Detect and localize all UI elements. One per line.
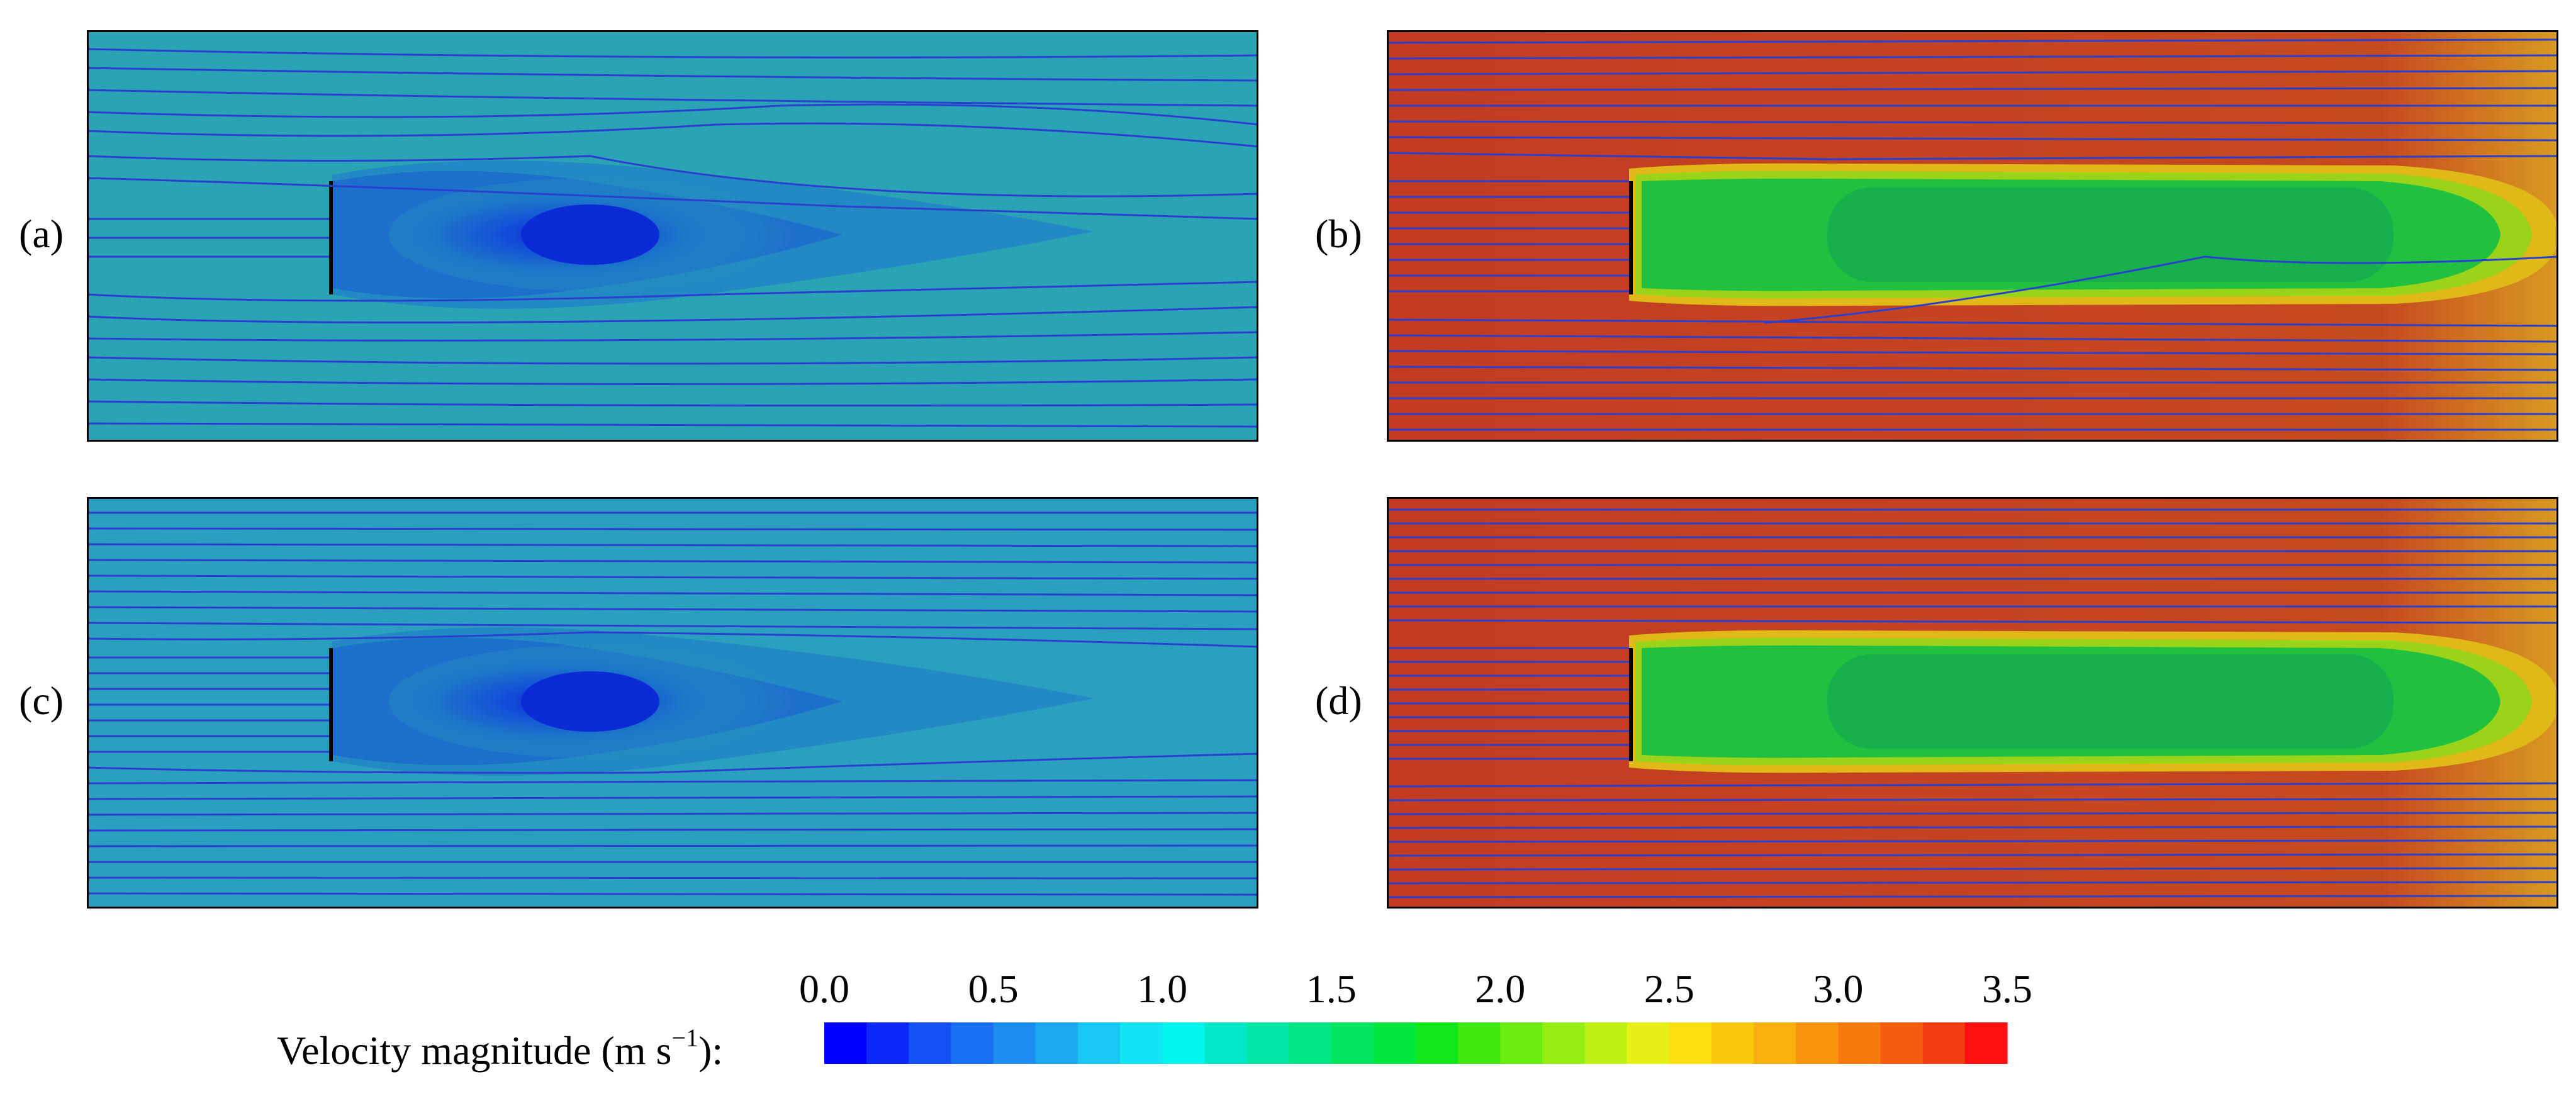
colorbar-swatch bbox=[1077, 1022, 1121, 1064]
colorbar-label: Velocity magnitude (m s−1): bbox=[277, 1024, 724, 1073]
colorbar-swatch bbox=[1964, 1022, 2008, 1064]
contour-panel-b bbox=[1387, 30, 2558, 442]
colorbar-swatch bbox=[866, 1022, 909, 1064]
colorbar-tick-label: 3.0 bbox=[1813, 966, 1864, 1011]
colorbar-swatch bbox=[1922, 1022, 1966, 1064]
contour-panel-a bbox=[87, 30, 1258, 442]
colorbar-swatch bbox=[1880, 1022, 1924, 1064]
colorbar-swatch bbox=[1289, 1022, 1332, 1064]
colorbar-swatch bbox=[993, 1022, 1036, 1064]
colorbar-swatch bbox=[1120, 1022, 1163, 1064]
porous-barrier bbox=[1629, 648, 1633, 761]
colorbar-swatch bbox=[1669, 1022, 1712, 1064]
colorbar-swatch bbox=[1035, 1022, 1078, 1064]
panel-label-c: (c) bbox=[19, 678, 64, 723]
colorbar-swatch bbox=[1162, 1022, 1205, 1064]
panel-label-a: (a) bbox=[19, 211, 64, 256]
colorbar-swatch bbox=[1542, 1022, 1586, 1064]
colorbar-tick-label: 0.0 bbox=[799, 966, 849, 1011]
colorbar-swatch bbox=[1711, 1022, 1754, 1064]
porous-barrier bbox=[329, 648, 333, 761]
colorbar-swatch bbox=[1838, 1022, 1881, 1064]
colorbar-swatch bbox=[951, 1022, 994, 1064]
colorbar-tick-label: 2.0 bbox=[1475, 966, 1526, 1011]
colorbar-swatch bbox=[1204, 1022, 1248, 1064]
panel-label-b: (b) bbox=[1315, 211, 1362, 256]
panel-label-d: (d) bbox=[1315, 678, 1362, 723]
colorbar-swatch bbox=[1416, 1022, 1459, 1064]
streamlines bbox=[1387, 508, 2558, 898]
colorbar-swatch bbox=[1754, 1022, 1796, 1064]
contour-panel-d bbox=[1387, 497, 2558, 909]
streamlines bbox=[87, 48, 1258, 428]
colorbar-tick-label: 3.5 bbox=[1982, 966, 2032, 1011]
colorbar-swatch bbox=[1373, 1022, 1416, 1064]
colorbar-swatch bbox=[824, 1022, 867, 1064]
contour-panel-c bbox=[87, 497, 1258, 909]
streamlines bbox=[87, 512, 1258, 896]
colorbar-swatch bbox=[1458, 1022, 1501, 1064]
colorbar-tick-label: 0.5 bbox=[968, 966, 1019, 1011]
colorbar-swatch bbox=[909, 1022, 952, 1064]
colorbar-tick-label: 1.5 bbox=[1306, 966, 1357, 1011]
porous-barrier bbox=[1629, 181, 1633, 294]
colorbar-swatch bbox=[1584, 1022, 1628, 1064]
colorbar-swatch bbox=[1246, 1022, 1290, 1064]
colorbar-swatch bbox=[1796, 1022, 1839, 1064]
colorbar-tick-label: 2.5 bbox=[1644, 966, 1694, 1011]
streamlines bbox=[1387, 38, 2558, 431]
porous-barrier bbox=[329, 181, 333, 294]
colorbar-swatch bbox=[1627, 1022, 1670, 1064]
colorbar-swatch bbox=[1331, 1022, 1374, 1064]
colorbar-tick-label: 1.0 bbox=[1137, 966, 1188, 1011]
colorbar-swatch bbox=[1500, 1022, 1543, 1064]
